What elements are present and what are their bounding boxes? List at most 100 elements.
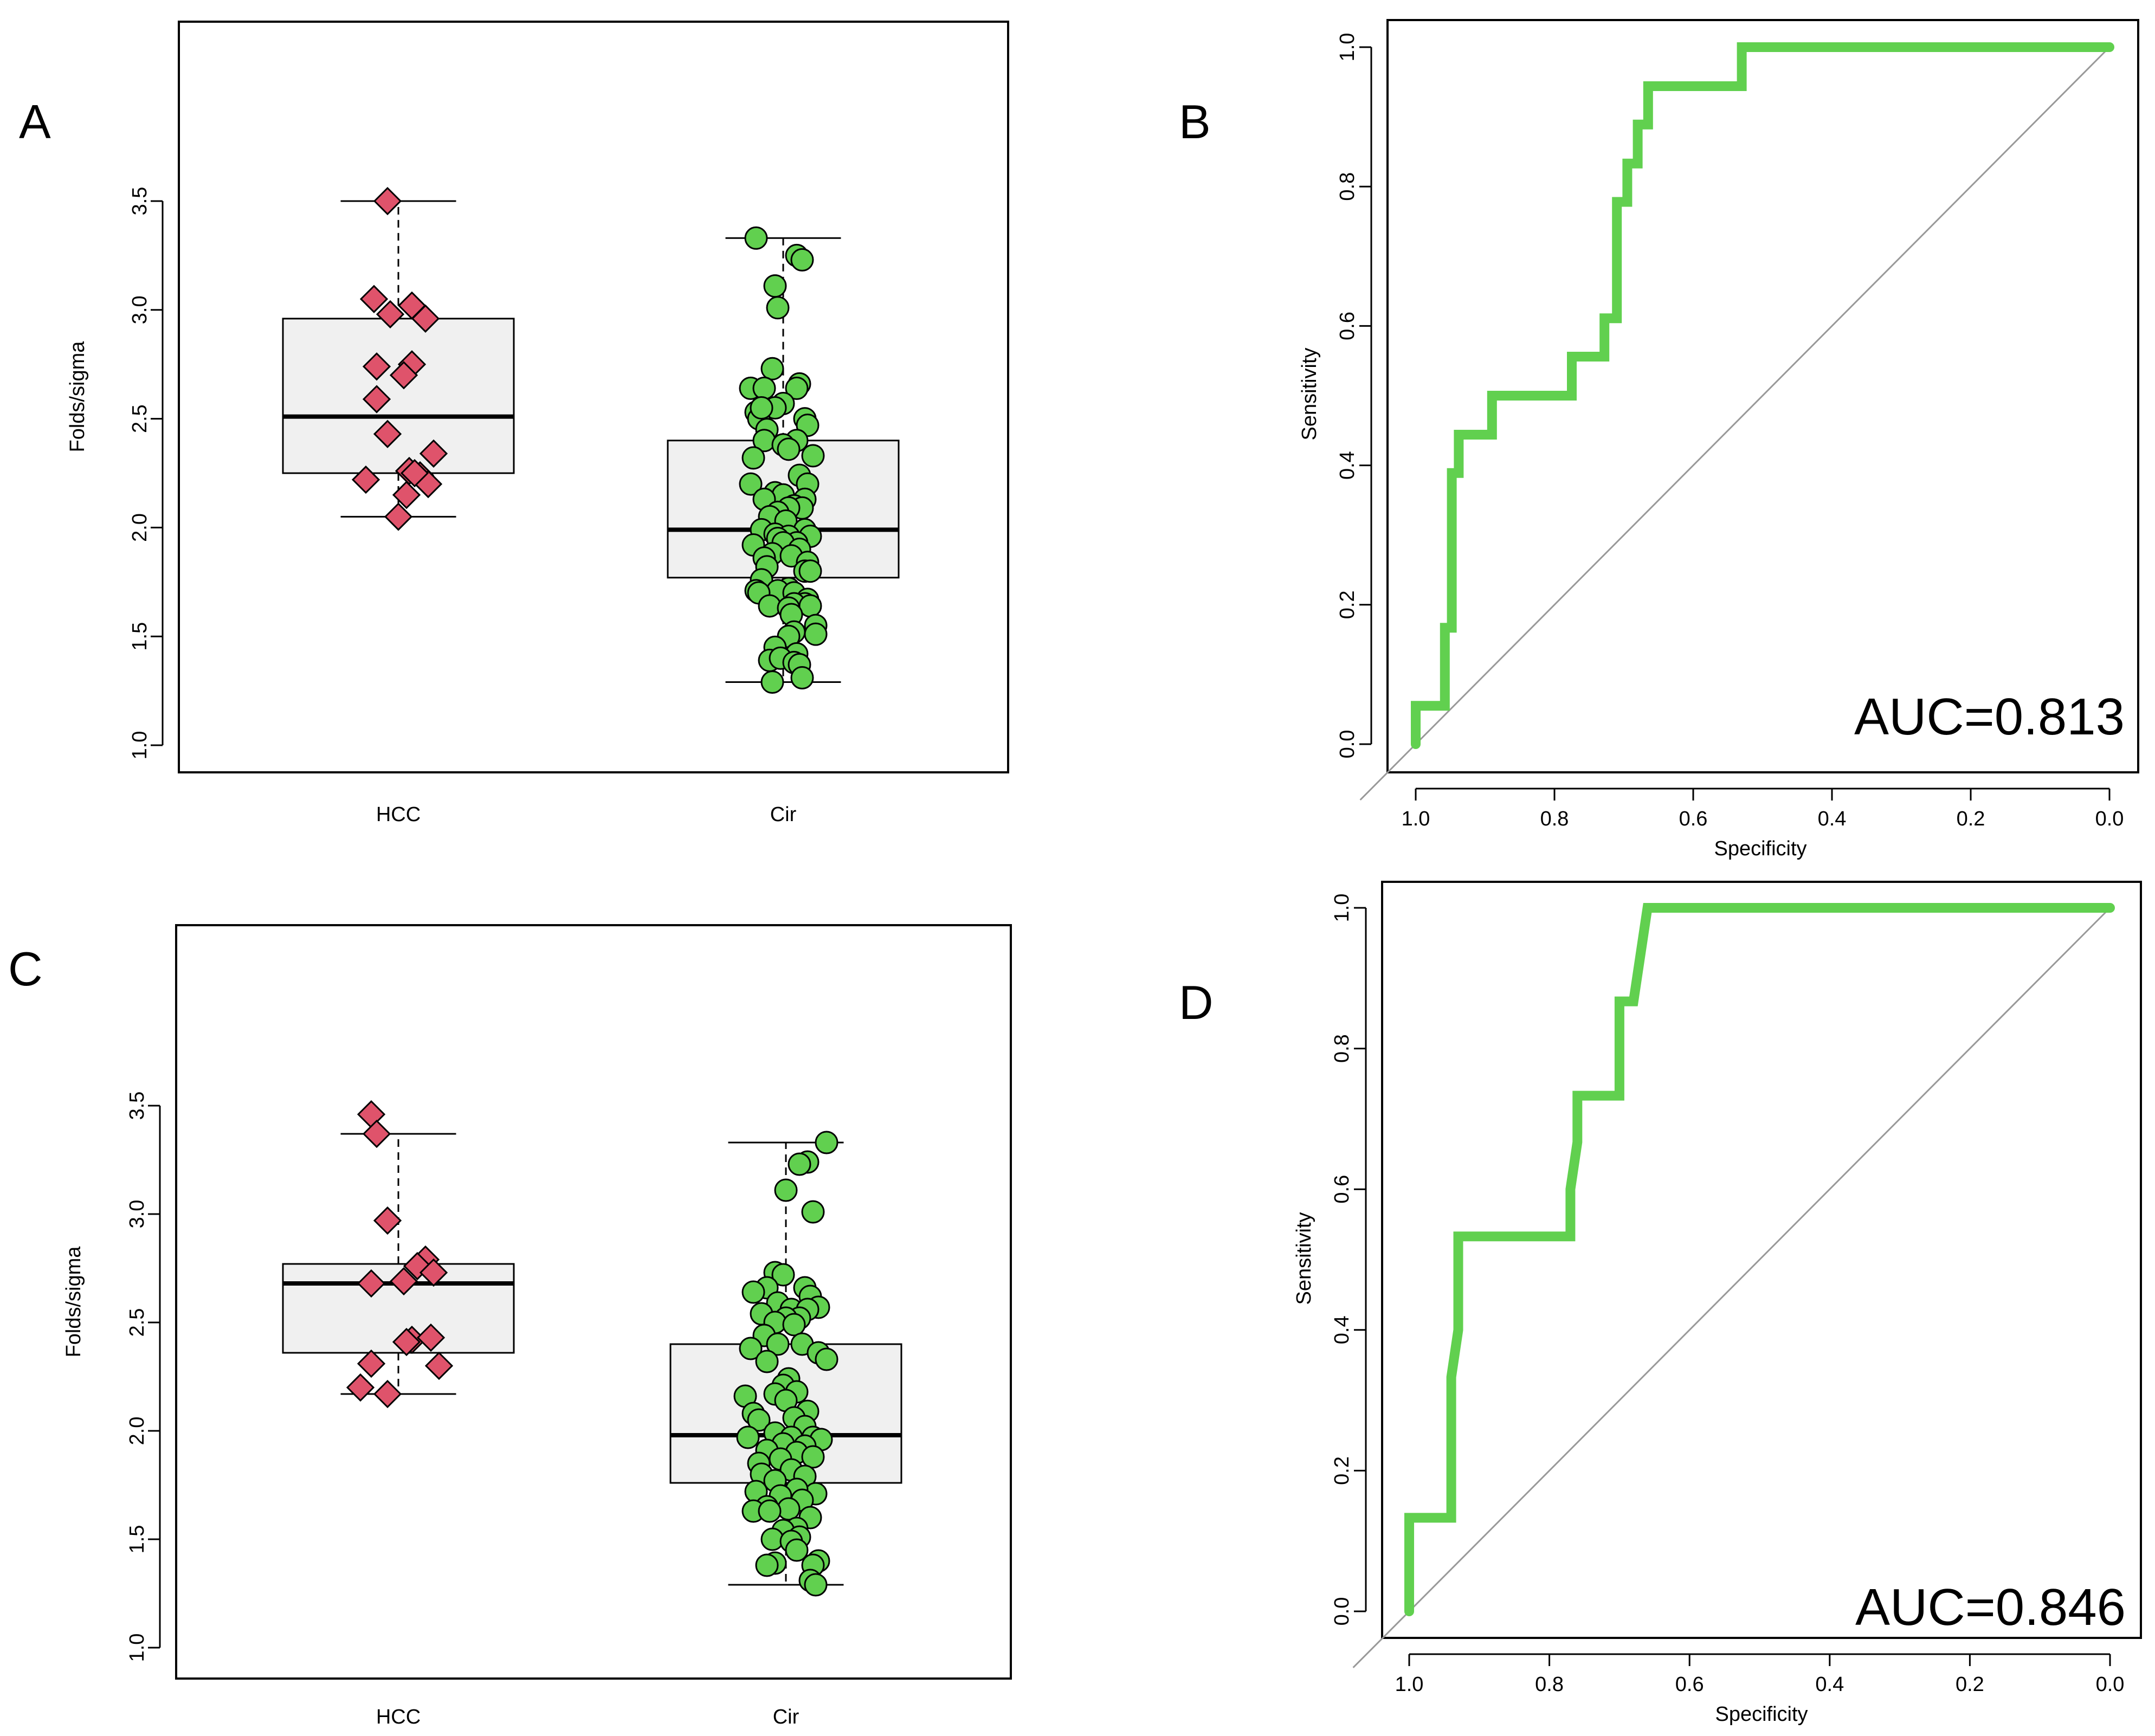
y-tick-label: 0.4 [1331, 1315, 1353, 1344]
plot-axes: 0.0 0.2 0.4 0.6 0.8 1.0 1.0 0.8 0.6 0.4 0.2 0.0 [1336, 33, 2124, 830]
data-point [790, 248, 814, 272]
data-point [373, 186, 402, 216]
y-tick-label: 0.6 [1336, 312, 1359, 340]
panel-b-roc: B 0.0 0.2 0.4 0.6 0.8 1.0 1.0 0.8 0.6 0.4 0.2 0.0 S… [1179, 19, 2139, 860]
data-point [798, 559, 822, 583]
auc-label: AUC=0.813 [1854, 688, 2125, 746]
data-point [777, 437, 801, 461]
box-hcc [282, 186, 515, 531]
x-tick-label: 0.0 [2095, 808, 2124, 830]
data-point [384, 502, 413, 531]
y-axis-title: Sensitivity [1298, 347, 1321, 440]
data-point [373, 1379, 402, 1409]
data-point [804, 1573, 828, 1597]
panel-a-boxplot: A 1.0 1.5 2.0 2.5 3.0 3.5 HCC Cir Folds/sigma [19, 21, 1009, 826]
x-tick-label-hcc: HCC [376, 1706, 421, 1728]
data-point [815, 1347, 838, 1371]
y-tick-label: 1.0 [126, 1634, 149, 1662]
plot-frame [1381, 881, 2142, 1639]
data-point [392, 1327, 421, 1357]
plot-axes: 1.0 1.5 2.0 2.5 3.0 3.5 HCC Cir [126, 1092, 799, 1728]
data-point [801, 1445, 825, 1469]
data-point [744, 226, 768, 250]
panel-label-c: C [8, 942, 43, 996]
panel-label-a: A [19, 95, 51, 149]
data-point [763, 274, 787, 298]
box-hcc [282, 1100, 515, 1409]
x-tick-label: 1.0 [1395, 1673, 1424, 1696]
data-point [747, 1408, 771, 1432]
data-point [362, 352, 391, 381]
auc-label: AUC=0.846 [1855, 1578, 2126, 1636]
y-tick-label: 0.2 [1336, 590, 1359, 619]
data-point [419, 439, 448, 468]
plot-marks [1352, 903, 2115, 1668]
data-point [736, 1425, 760, 1449]
x-tick-label: 0.0 [2096, 1673, 2125, 1696]
x-tick-label-hcc: HCC [376, 803, 421, 826]
roc-curve [1411, 42, 2114, 749]
data-point [801, 1200, 825, 1224]
data-point [801, 444, 825, 468]
data-point [362, 385, 391, 414]
box-cir [669, 1131, 902, 1597]
data-point [755, 1553, 779, 1577]
x-tick-label-cir: Cir [770, 803, 797, 826]
data-point [758, 1499, 782, 1523]
data-point [741, 446, 765, 470]
x-tick-label: 0.2 [1956, 1673, 1984, 1696]
y-tick-label: 2.5 [126, 1308, 149, 1337]
y-axis-title: Sensitivity [1293, 1212, 1315, 1305]
x-tick-label: 0.2 [1957, 808, 1985, 830]
roc-curve [1404, 903, 2115, 1616]
y-tick-label: 3.0 [126, 1200, 149, 1229]
panel-d-roc: D 0.0 0.2 0.4 0.6 0.8 1.0 1.0 0.8 0.6 0.4 0.2 0.0 S… [1179, 881, 2142, 1726]
plot-frame [175, 924, 1012, 1680]
box-cir [667, 226, 900, 694]
y-tick-label: 2.5 [128, 404, 151, 433]
panel-label-d: D [1179, 976, 1214, 1029]
y-tick-label: 0.8 [1336, 172, 1359, 201]
data-point [400, 459, 429, 488]
data-point [790, 666, 814, 690]
y-tick-label: 0.0 [1336, 730, 1359, 759]
data-point [362, 1119, 391, 1148]
y-tick-label: 3.0 [128, 295, 151, 324]
data-point [389, 361, 418, 390]
data-point [351, 465, 380, 494]
reference-diagonal [1359, 46, 2111, 801]
plot-marks [282, 186, 900, 694]
y-tick-label: 1.5 [128, 622, 151, 651]
panel-label-b: B [1179, 95, 1211, 149]
plot-frame [178, 21, 1009, 773]
data-point [760, 670, 784, 694]
data-point [785, 1538, 809, 1562]
plot-marks [282, 1100, 902, 1597]
data-point [739, 1337, 763, 1360]
data-point [774, 1178, 798, 1202]
data-point [804, 622, 828, 646]
y-tick-label: 0.6 [1331, 1175, 1353, 1204]
x-tick-label: 0.6 [1679, 808, 1708, 830]
y-axis-title: Folds/sigma [66, 341, 89, 453]
data-point [346, 1373, 375, 1402]
x-axis-title: Specificity [1714, 837, 1806, 860]
x-tick-label: 0.8 [1535, 1673, 1564, 1696]
box-iqr [282, 318, 515, 474]
y-tick-label: 1.0 [128, 731, 151, 760]
y-tick-label: 3.5 [128, 187, 151, 216]
x-tick-label: 0.4 [1818, 808, 1847, 830]
data-point [376, 300, 405, 328]
data-point [739, 472, 763, 496]
data-point [782, 1313, 806, 1337]
data-point [359, 285, 389, 313]
y-tick-label: 1.5 [126, 1525, 149, 1554]
x-tick-label-cir: Cir [773, 1706, 799, 1728]
data-point [357, 1349, 386, 1378]
data-point [766, 296, 790, 320]
y-tick-label: 2.0 [126, 1417, 149, 1445]
data-point [741, 1280, 765, 1304]
data-point [771, 1263, 795, 1287]
data-point [419, 1258, 448, 1287]
